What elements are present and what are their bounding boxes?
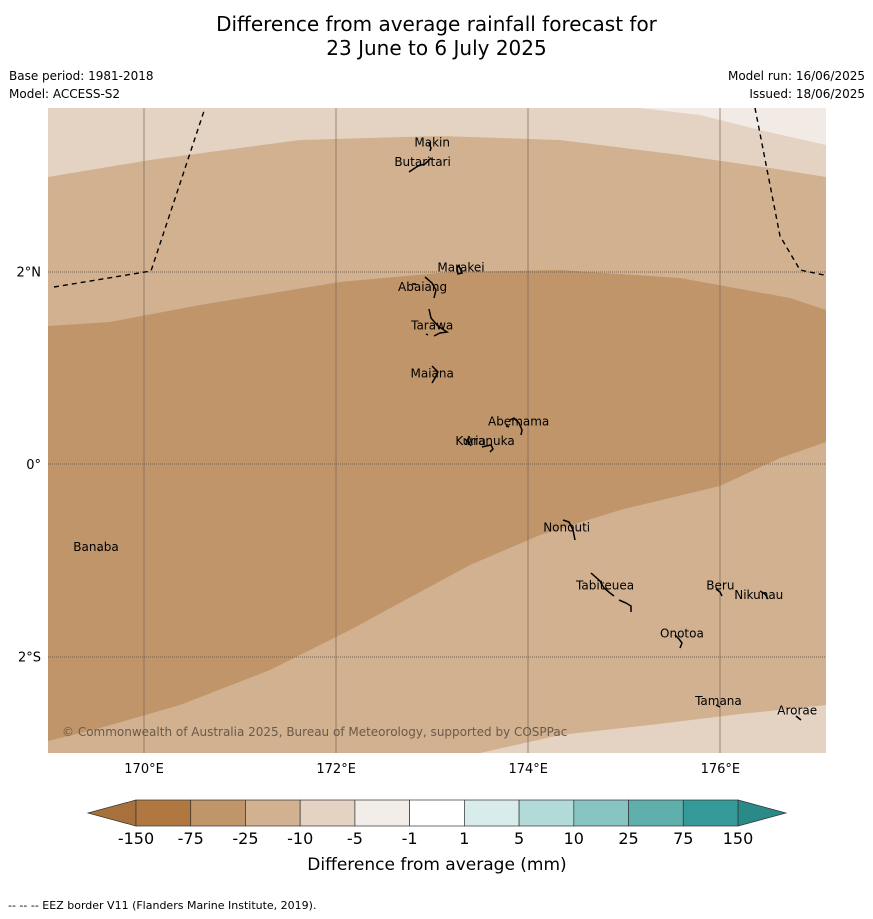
map-title: Difference from average rainfall forecas… (0, 12, 873, 60)
place-label-tamana: Tamana (694, 694, 742, 708)
place-label-tabiteuea: Tabiteuea (575, 578, 634, 592)
place-label-butaritari: Butaritari (394, 155, 451, 169)
place-label-beru: Beru (706, 578, 734, 592)
y-tick-2-n: 2°N (17, 266, 42, 281)
colorbar-label-4: -10 (287, 829, 313, 848)
place-label-maiana: Maiana (411, 367, 454, 381)
x-axis-ticks: 170°E 172°E 174°E 176°E (124, 762, 740, 777)
graticule (48, 108, 826, 753)
colorbar-label-12: 150 (723, 829, 754, 848)
colorbar-label-1: -150 (118, 829, 154, 848)
islands (97, 142, 802, 721)
colorbar: -150 -75 -25 -10 -5 -1 1 5 10 25 75 150 Difference … (86, 799, 788, 875)
colorbar-label-8: 5 (514, 829, 524, 848)
meta-left: Base period: 1981-2018 Model: ACCESS-S2 (9, 67, 154, 103)
colorbar-segment-5 (354, 799, 410, 827)
colorbar-label-9: 10 (564, 829, 584, 848)
colorbar-label-7: 1 (459, 829, 469, 848)
colorbar-segment-4 (299, 799, 356, 827)
base-period: Base period: 1981-2018 (9, 69, 154, 83)
colorbar-high-extend (737, 799, 788, 827)
place-label-abemama: Abemama (488, 415, 549, 429)
meta-right: Model run: 16/06/2025 Issued: 18/06/2025 (728, 67, 865, 103)
place-label-banaba: Banaba (73, 540, 119, 554)
model-run: Model run: 16/06/2025 (727, 69, 865, 83)
x-tick-170-e: 170°E (124, 762, 164, 777)
colorbar-tick-labels: -150 -75 -25 -10 -5 -1 1 5 10 25 75 150 (118, 829, 753, 848)
title-line-2: 23 June to 6 July 2025 (326, 36, 547, 60)
place-label-arorae: Arorae (777, 703, 817, 717)
place-label-onotoa: Onotoa (660, 626, 704, 640)
x-tick-176-e: 176°E (701, 762, 741, 777)
place-label-abaiang: Abaiang (398, 280, 447, 294)
colorbar-segment-6 (409, 799, 465, 827)
colorbar-segments (135, 799, 739, 827)
y-tick-2-s: 2°S (18, 651, 41, 666)
colorbar-segment-10 (628, 799, 684, 827)
colorbar-segment-1 (135, 799, 192, 827)
colorbar-label-5: -5 (347, 829, 363, 848)
x-tick-172-e: 172°E (316, 762, 356, 777)
colorbar-segment-11 (682, 799, 739, 827)
colorbar-segment-2 (190, 799, 246, 827)
colorbar-segment-7 (464, 799, 520, 827)
eez-footnote: -- -- -- EEZ border V11 (Flanders Marine… (8, 899, 317, 912)
place-label-tarawa: Tarawa (410, 318, 453, 332)
colorbar-title: Difference from average (mm) (307, 855, 566, 875)
colorbar-label-6: -1 (402, 829, 418, 848)
x-tick-174-e: 174°E (508, 762, 548, 777)
eez-border (53, 108, 825, 288)
colorbar-segment-9 (573, 799, 629, 827)
colorbar-label-10: 25 (618, 829, 638, 848)
colorbar-label-3: -25 (232, 829, 258, 848)
place-label-aranuka: Aranuka (465, 434, 515, 448)
region-dark-core (48, 270, 826, 741)
colorbar-low-extend (86, 799, 137, 827)
place-label-nikunau: Nikunau (734, 588, 783, 602)
title-line-1: Difference from average rainfall forecas… (216, 12, 657, 36)
y-axis-ticks: 2°N 0° 2°S (17, 266, 42, 666)
colorbar-label-2: -75 (178, 829, 204, 848)
colorbar-segment-8 (518, 799, 575, 827)
place-labels: Makin Butaritari Marakei Abaiang Tarawa Maian… (73, 136, 817, 718)
region-lightest-northeast (640, 108, 826, 145)
colorbar-label-11: 75 (673, 829, 693, 848)
rainfall-anomaly-fill (48, 108, 826, 753)
model-name: Model: ACCESS-S2 (9, 87, 121, 101)
region-light-south (480, 705, 826, 753)
place-label-makin: Makin (414, 136, 450, 150)
issued-date: Issued: 18/06/2025 (749, 87, 865, 101)
place-label-nonouti: Nonouti (543, 521, 590, 535)
copyright-notice: © Commonwealth of Australia 2025, Bureau… (62, 725, 567, 739)
place-label-kuria: Kuria (455, 434, 486, 448)
y-tick-0: 0° (26, 458, 41, 473)
place-label-marakei: Marakei (437, 261, 484, 275)
colorbar-segment-3 (245, 799, 301, 827)
